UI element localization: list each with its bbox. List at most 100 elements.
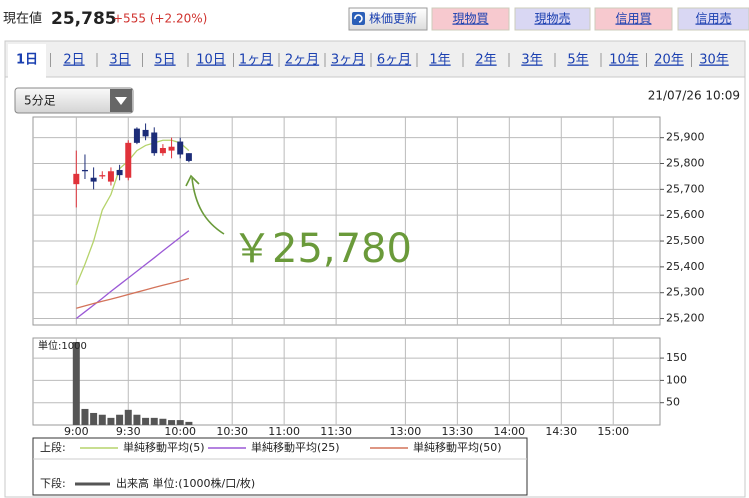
volume-chart: 9:00 9:30 10:00 10:30 11:00 11:30 13:00 13:30 14… xyxy=(33,338,687,438)
moving-average xyxy=(75,230,190,320)
tab[interactable]: 3日 xyxy=(109,53,130,68)
legend-label: 出来高 単位:(1000株/口/枚) xyxy=(116,476,255,490)
candle-body xyxy=(133,128,140,143)
legend-lower-label: 下段: xyxy=(40,476,66,490)
y-tick-label: 25,500 xyxy=(666,234,705,247)
x-tick-label: 13:30 xyxy=(441,425,473,438)
interval-select-label: 5分足 xyxy=(24,94,56,108)
selected-tab xyxy=(8,44,46,78)
candle-body xyxy=(159,148,166,154)
volume-bar xyxy=(159,418,167,425)
legend: 単純移動平均(5) 単純移動平均(25) 単純移動平均(50) 出来高 単位:(100… xyxy=(75,440,502,490)
tab[interactable]: 20年 xyxy=(654,53,684,68)
x-tick-label: 11:00 xyxy=(268,425,300,438)
volume-bar xyxy=(133,414,141,425)
button[interactable] xyxy=(594,7,673,31)
y-tick-label: 25,700 xyxy=(666,182,705,195)
tab[interactable]: 1ヶ月 xyxy=(239,53,273,68)
y-tick-label: 25,900 xyxy=(666,131,705,144)
legend-label: 単純移動平均(5) xyxy=(123,440,205,454)
candle-body xyxy=(90,177,97,182)
volume-plot xyxy=(32,337,661,426)
button[interactable] xyxy=(514,7,591,31)
button-label: 現物買 xyxy=(452,12,488,26)
tab[interactable]: 2ヶ月 xyxy=(285,53,319,68)
tab[interactable]: 6ヶ月 xyxy=(377,53,411,68)
timestamp: 21/07/26 10:09 xyxy=(648,89,740,103)
volume-bar xyxy=(98,414,106,425)
candle-body xyxy=(151,132,158,154)
candle-body xyxy=(168,146,175,151)
price: 25,785 xyxy=(51,9,117,29)
x-tick-label: 13:00 xyxy=(390,425,422,438)
button-label: 信用売 xyxy=(695,11,731,26)
y-tick-label: 100 xyxy=(666,373,687,386)
y-tick-label: 25,800 xyxy=(666,157,705,170)
volume-bar xyxy=(72,342,80,425)
tab[interactable]: 5日 xyxy=(154,53,175,68)
volume-bar xyxy=(90,412,98,425)
volume-bar xyxy=(185,421,193,425)
candle-body xyxy=(73,173,80,185)
volume-unit: 単位:1000 xyxy=(38,339,87,352)
y-tick-label: 150 xyxy=(666,351,687,364)
tabs: 1日 2日 3日 5日 10日 1ヶ月 2ヶ月 3ヶ月 6ヶ月 1年 2年 3年 5年 10年 20年 30年 xyxy=(16,53,729,68)
tab[interactable]: 10年 xyxy=(609,53,639,68)
tab[interactable]: 2日 xyxy=(63,53,84,68)
x-tick-label: 10:00 xyxy=(164,425,196,438)
candle-body xyxy=(107,171,114,182)
volume-bar xyxy=(107,417,115,425)
price-change: +555 (+2.20%) xyxy=(113,12,207,26)
tab-bar xyxy=(4,40,746,78)
y-tick-label: 25,300 xyxy=(666,286,705,299)
annotation: ￥25,780 xyxy=(232,226,412,272)
select-arrow xyxy=(115,97,127,105)
price-label: 現在値 xyxy=(3,11,42,27)
volume-bar xyxy=(150,417,158,425)
x-tick-label: 14:30 xyxy=(545,425,577,438)
x-tick-label: 9:00 xyxy=(64,425,89,438)
button[interactable] xyxy=(677,7,749,31)
candle-body xyxy=(116,169,123,176)
price-plot xyxy=(32,116,661,326)
tab[interactable]: 3年 xyxy=(521,53,542,68)
tab[interactable]: 3ヶ月 xyxy=(331,53,365,68)
tab[interactable]: 2年 xyxy=(475,53,496,68)
buttons: 株価更新 現物買 現物売 信用買 信用売 xyxy=(348,7,749,31)
y-tick-label: 25,600 xyxy=(666,208,705,221)
legend-label: 単純移動平均(50) xyxy=(413,440,502,454)
y-tick-label: 25,400 xyxy=(666,260,705,273)
x-tick-label: 15:00 xyxy=(597,425,629,438)
tab[interactable]: 30年 xyxy=(699,53,729,68)
candle-body xyxy=(125,142,132,178)
candle-body xyxy=(142,129,149,137)
refresh-glyph xyxy=(354,14,363,23)
button[interactable] xyxy=(431,7,510,31)
moving-average xyxy=(75,139,190,286)
moving-average xyxy=(76,277,190,309)
legend-label: 単純移動平均(25) xyxy=(251,440,340,454)
y-tick-label: 50 xyxy=(666,396,680,409)
button[interactable] xyxy=(348,7,428,31)
price-chart: 25,200 25,300 25,400 25,500 25,600 25,700 25,8… xyxy=(33,117,705,325)
annotation-arrow xyxy=(185,174,225,235)
legend-upper-label: 上段: xyxy=(40,440,66,454)
volume-bar xyxy=(124,409,132,425)
candle-body xyxy=(81,169,88,172)
button-label: 現物売 xyxy=(534,11,570,26)
volume-bar xyxy=(81,408,89,425)
interval-select[interactable] xyxy=(14,87,134,114)
candle-body xyxy=(99,175,106,177)
tab[interactable]: 5年 xyxy=(567,53,588,68)
x-tick-label: 9:30 xyxy=(116,425,141,438)
button-label: 信用買 xyxy=(615,12,651,26)
candle-body xyxy=(177,141,184,155)
x-tick-label: 14:00 xyxy=(493,425,525,438)
tab[interactable]: 10日 xyxy=(196,53,226,68)
volume-bar xyxy=(176,420,184,425)
tab[interactable]: 1年 xyxy=(429,53,450,68)
tab[interactable]: 1日 xyxy=(16,53,38,68)
x-tick-label: 10:30 xyxy=(216,425,248,438)
refresh-icon xyxy=(352,12,365,25)
